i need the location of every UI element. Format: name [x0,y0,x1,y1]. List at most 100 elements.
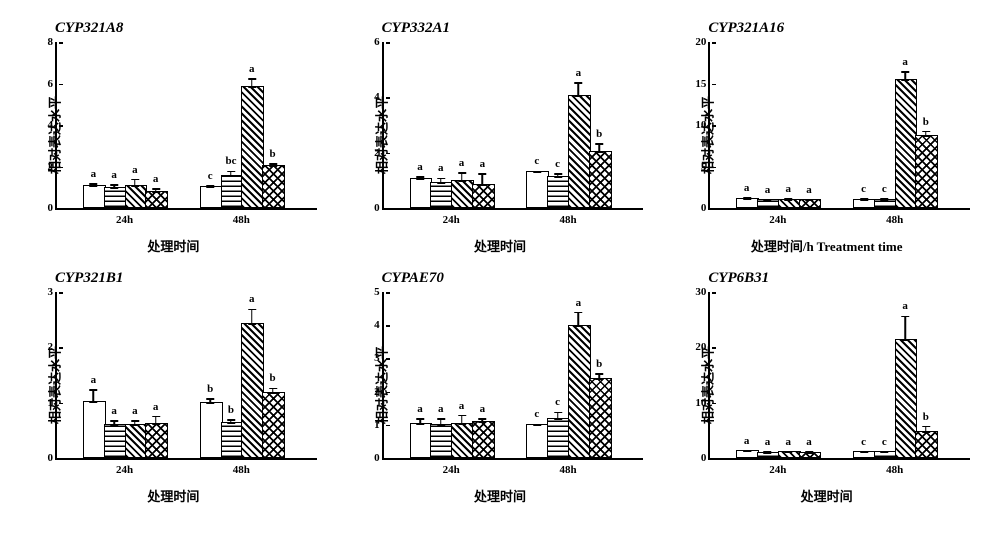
bar [241,323,264,458]
significance-label: a [806,436,812,448]
chart-panel: CYPAE70相对表达水平处理时间012345aaaa24hccab48h [347,270,654,500]
bar [526,171,549,208]
bar [526,424,549,458]
significance-label: b [923,411,929,423]
bar [589,151,612,208]
bar [472,421,495,458]
error-bar [536,424,538,427]
bar [472,184,495,208]
significance-label: a [576,297,582,309]
y-tick: 6 [374,36,384,48]
bar [895,339,918,458]
error-bar [155,188,157,193]
error-bar [113,420,115,426]
significance-label: a [480,403,486,415]
bar [430,424,453,458]
error-bar [272,163,274,166]
significance-label: a [480,158,486,170]
chart-title: CYPAE70 [382,270,444,287]
x-tick: 48h [233,458,250,476]
x-tick: 48h [559,208,576,226]
bar [104,424,127,458]
y-tick: 30 [695,286,710,298]
bar [547,176,570,208]
error-bar [904,316,906,341]
chart-panel: CYP332A1相对表达水平处理时间0246aaaa24hccab48h [347,20,654,250]
significance-label: a [902,56,908,68]
error-bar [767,451,769,453]
significance-label: a [111,169,117,181]
error-bar [787,451,789,453]
y-tick: 3 [374,352,384,364]
chart-title: CYP321A16 [708,20,784,37]
significance-label: a [153,173,159,185]
y-tick: 8 [48,36,58,48]
bar [262,165,285,209]
error-bar [155,416,157,425]
bar [430,182,453,208]
significance-label: a [576,67,582,79]
bar [568,95,591,208]
significance-label: a [902,300,908,312]
error-bar [230,419,232,423]
error-bar [598,373,600,380]
y-tick: 1 [374,419,384,431]
y-tick: 20 [695,36,710,48]
significance-label: b [228,404,234,416]
bar [410,423,433,458]
y-tick: 0 [48,452,58,464]
significance-label: b [207,383,213,395]
error-bar [209,398,211,404]
significance-label: a [765,436,771,448]
significance-label: a [132,164,138,176]
significance-label: c [861,183,866,195]
error-bar [578,82,580,97]
significance-label: c [882,183,887,195]
x-axis-label: 处理时间 [147,236,199,255]
significance-label: a [249,63,255,75]
error-bar [598,143,600,153]
x-tick: 24h [769,208,786,226]
significance-label: a [459,157,465,169]
chart-panel: CYP6B31相对表达水平处理时间0102030aaaa24hccab48h [673,270,980,500]
y-tick: 1 [48,397,58,409]
y-tick: 0 [374,452,384,464]
significance-label: b [269,148,275,160]
error-bar [482,173,484,185]
error-bar [482,418,484,423]
error-bar [808,451,810,453]
plot-area: 02468aaaa24hcbcab48h [55,42,317,210]
error-bar [419,418,421,425]
significance-label: a [132,405,138,417]
chart-title: CYP332A1 [382,20,450,37]
y-tick: 5 [374,286,384,298]
error-bar [557,173,559,177]
error-bar [230,171,232,177]
error-bar [461,172,463,182]
error-bar [440,418,442,426]
x-tick: 24h [116,458,133,476]
significance-label: c [555,396,560,408]
error-bar [863,451,865,453]
significance-label: a [249,293,255,305]
bar [200,186,223,208]
y-tick: 2 [374,386,384,398]
y-tick: 15 [695,78,710,90]
error-bar [746,197,748,199]
significance-label: a [765,184,771,196]
significance-label: a [111,405,117,417]
x-tick: 48h [233,208,250,226]
bar [145,423,168,458]
chart-panel: CYP321B1相对表达水平处理时间0123aaaa24hbbab48h [20,270,327,500]
significance-label: c [534,155,539,167]
error-bar [134,179,136,187]
x-tick: 24h [443,458,460,476]
bar [145,191,168,208]
y-tick: 10 [695,397,710,409]
x-tick: 48h [559,458,576,476]
error-bar [134,420,136,426]
chart-grid: CYP321A8相对表达水平处理时间02468aaaa24hcbcab48hCY… [20,20,980,500]
error-bar [536,171,538,174]
y-tick: 20 [695,341,710,353]
y-tick: 6 [48,78,58,90]
